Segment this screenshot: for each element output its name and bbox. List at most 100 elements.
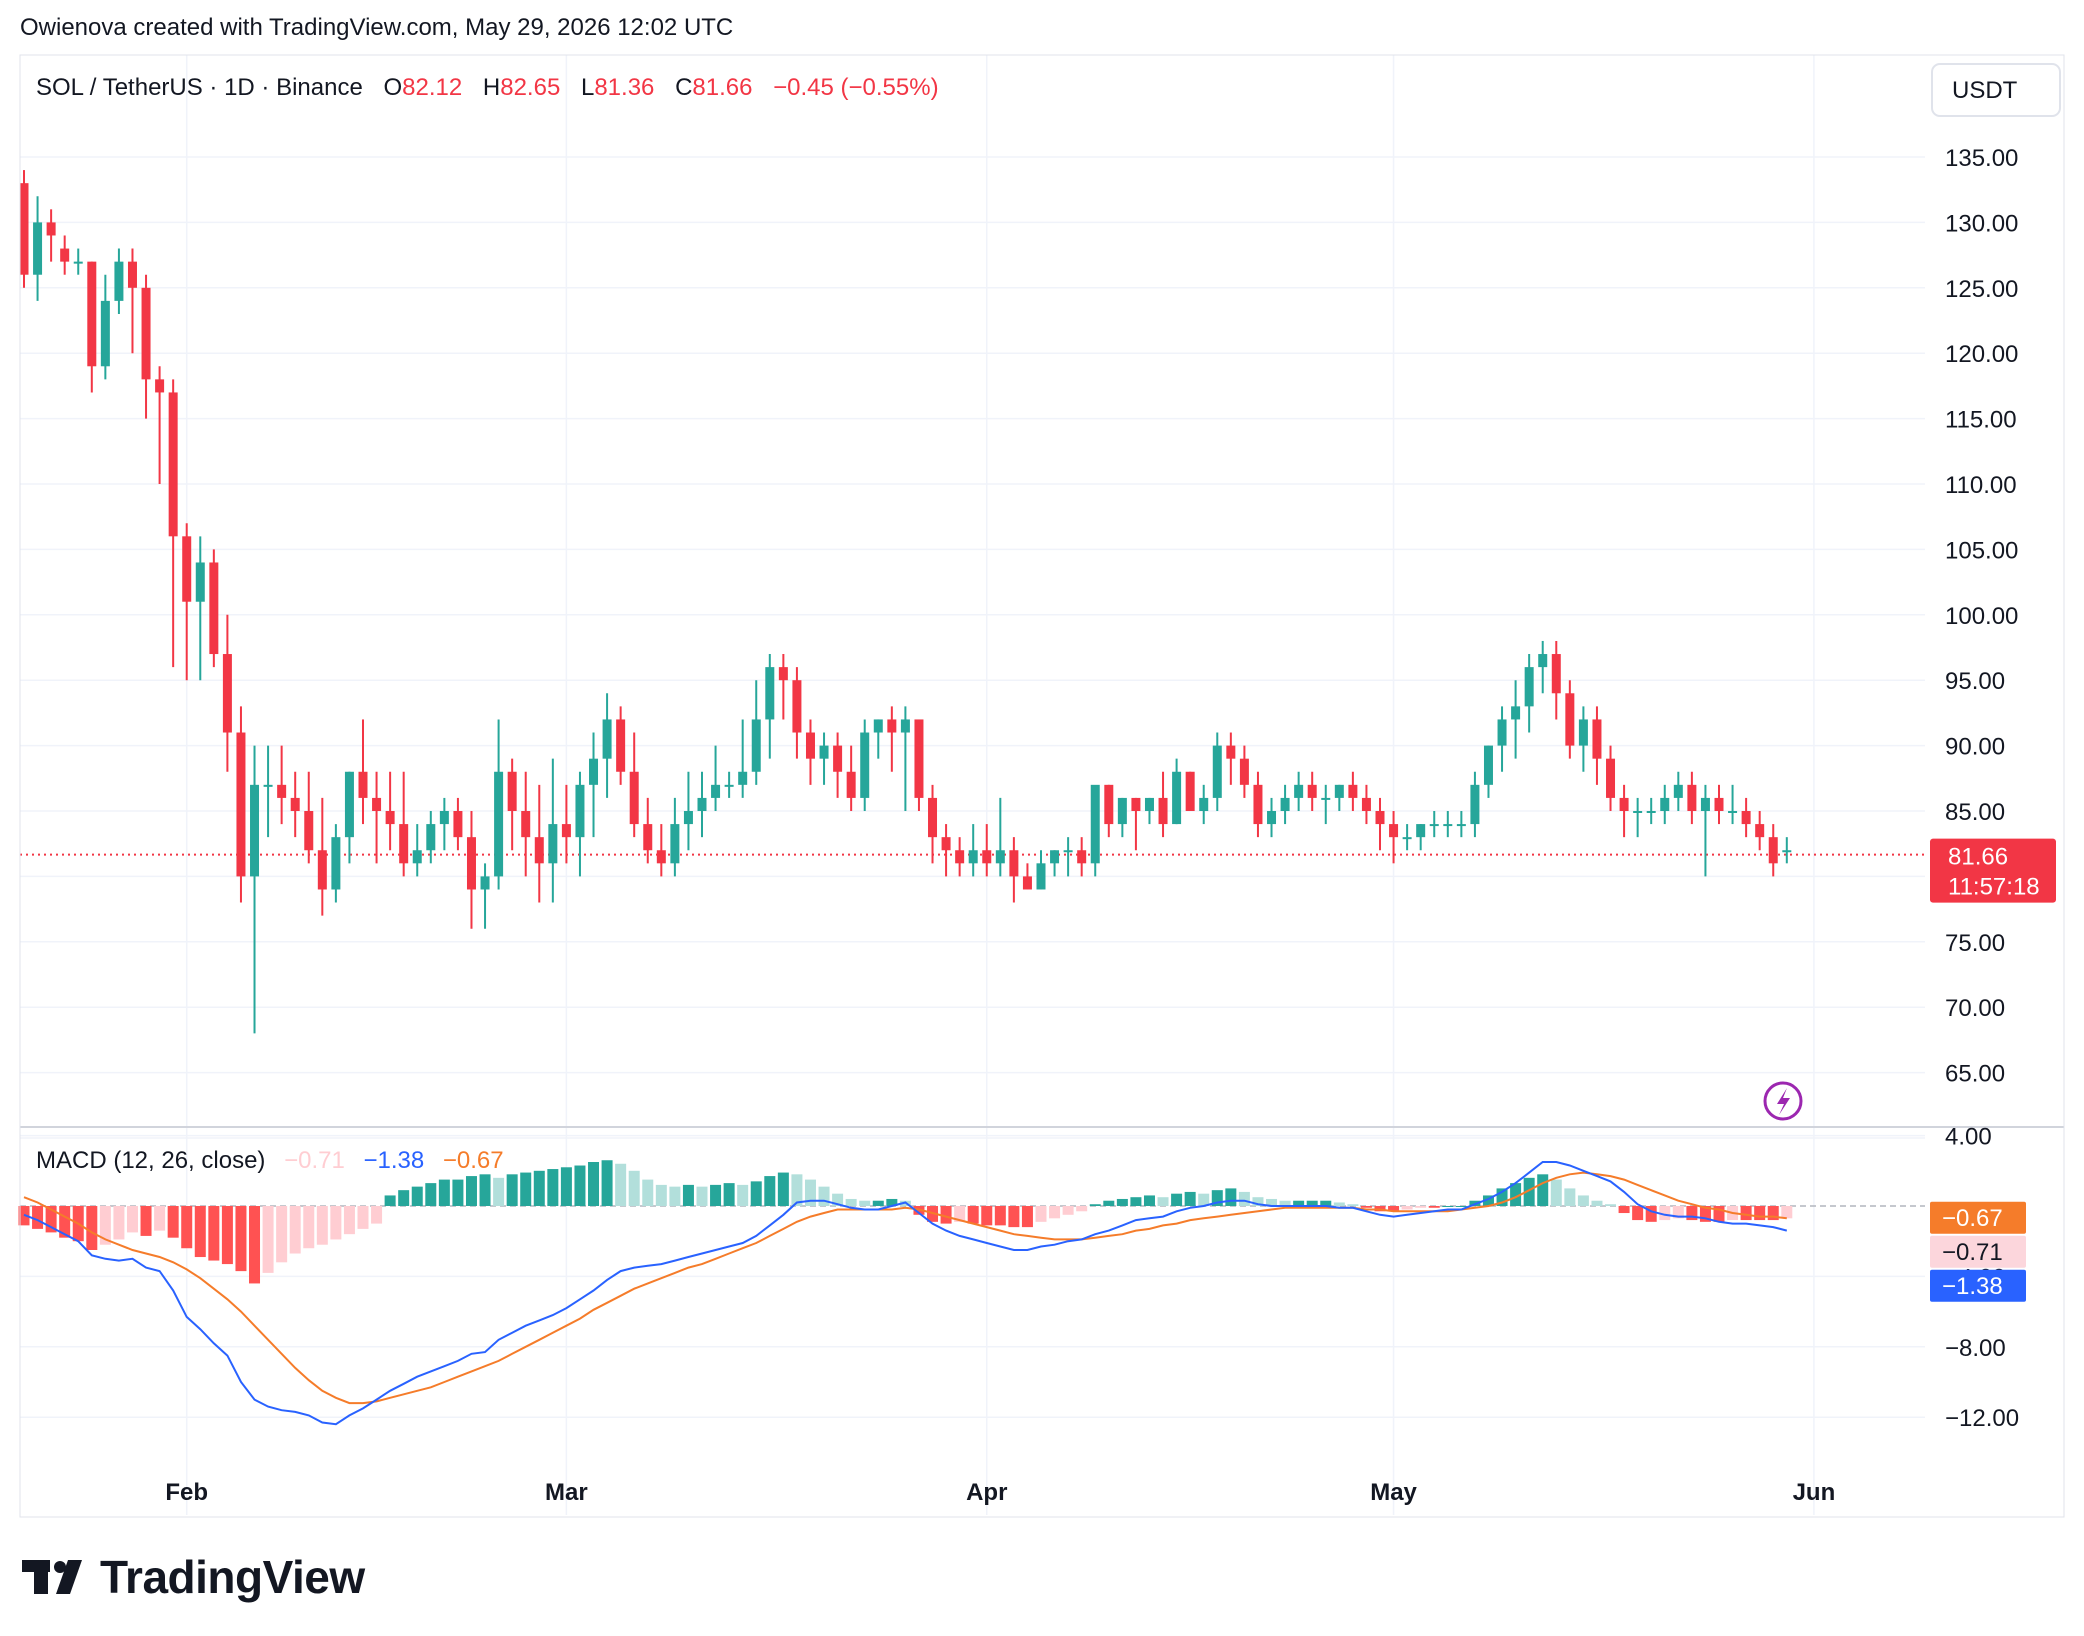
currency-label: USDT — [1952, 77, 2018, 104]
candle-body — [19, 183, 29, 275]
macd-hist-bar — [167, 1206, 179, 1238]
macd-hist-bar — [221, 1206, 233, 1265]
candle-body — [1551, 654, 1561, 694]
macd-hist-bar — [723, 1183, 735, 1206]
macd-axis[interactable]: 4.00−4.00−8.00−12.00−0.67−0.71−1.38 — [1930, 1124, 2026, 1433]
macd-line-value: −1.38 — [363, 1147, 424, 1174]
price-tick-label: 130.00 — [1945, 210, 2018, 237]
candle-body — [833, 745, 843, 772]
candle-body — [778, 667, 788, 681]
legend-open-label: O — [383, 74, 402, 101]
legend-high-label: H — [483, 74, 500, 101]
candle-body — [860, 732, 870, 798]
macd-hist-bar — [99, 1206, 111, 1245]
macd-hist-bar — [465, 1176, 477, 1206]
candle-body — [141, 287, 151, 380]
price-pane[interactable] — [19, 170, 1926, 1034]
macd-hist-bar — [1388, 1206, 1400, 1212]
macd-hist-bar — [32, 1206, 44, 1229]
candle-body — [589, 758, 599, 785]
candle-body — [372, 797, 382, 811]
time-tick-label: Feb — [165, 1479, 208, 1506]
macd-hist-bar — [1537, 1174, 1549, 1206]
candle-body — [1063, 850, 1073, 853]
replay-lightning-icon[interactable] — [1763, 1081, 1803, 1121]
candle-body — [480, 876, 490, 890]
tradingview-logo[interactable]: TradingView — [22, 1550, 365, 1604]
time-axis[interactable]: Feb Mar Apr May Jun — [165, 1479, 1835, 1506]
macd-hist-bar — [710, 1184, 722, 1206]
macd-hist-bar — [940, 1206, 952, 1224]
macd-hist-bar — [1672, 1206, 1684, 1219]
macd-hist-bar — [343, 1206, 355, 1235]
macd-hist-bar — [967, 1206, 979, 1224]
candle-body — [358, 771, 368, 798]
macd-hist-bar — [208, 1206, 220, 1261]
candle-body — [1050, 850, 1060, 864]
macd-hist-bar — [1442, 1206, 1454, 1207]
candle-body — [331, 837, 341, 890]
candle-body — [1009, 850, 1019, 877]
candle-body — [561, 824, 571, 838]
legend-high-value: 82.65 — [500, 74, 560, 101]
price-tick-label: 125.00 — [1945, 276, 2018, 303]
macd-hist-bar — [1089, 1204, 1101, 1206]
macd-hist-bar — [371, 1206, 383, 1224]
candle-body — [263, 784, 273, 787]
candle-body — [1511, 706, 1521, 720]
macd-hist-bar — [574, 1165, 586, 1206]
macd-hist-bar — [398, 1190, 410, 1206]
macd-hist-bar — [1713, 1206, 1725, 1222]
candle-body — [629, 771, 639, 825]
signal-line — [23, 1171, 1787, 1405]
candle-body — [1700, 797, 1710, 811]
candle-body — [1104, 784, 1114, 825]
currency-button[interactable]: USDT — [1931, 63, 2061, 117]
candle-body — [1280, 797, 1290, 811]
candle-body — [548, 824, 558, 864]
macd-hist-bar — [262, 1206, 274, 1273]
candle-body — [46, 222, 56, 236]
candle-body — [873, 719, 883, 733]
candle-body — [1294, 784, 1304, 798]
grid-lines — [20, 55, 1925, 1515]
macd-badge-label: −0.67 — [1942, 1205, 2003, 1232]
candle-body — [1267, 811, 1277, 825]
price-tick-label: 85.00 — [1945, 799, 2005, 826]
macd-hist-bar — [1347, 1204, 1359, 1206]
macd-hist-bar — [1035, 1206, 1047, 1222]
candle-body — [887, 719, 897, 733]
candle-body — [1619, 797, 1629, 811]
candle-body — [1239, 758, 1249, 785]
candle-body — [1578, 719, 1588, 746]
price-tick-label: 115.00 — [1945, 407, 2017, 434]
price-tick-label: 75.00 — [1945, 930, 2005, 957]
macd-hist-bar — [1740, 1206, 1752, 1221]
candle-body — [1728, 811, 1738, 813]
macd-hist-bar — [1266, 1198, 1278, 1206]
macd-hist-bar — [1428, 1206, 1440, 1208]
macd-hist-bar — [1293, 1200, 1305, 1206]
candle-body — [290, 797, 300, 811]
candle-body — [1253, 784, 1263, 825]
candle-body — [928, 797, 938, 838]
macd-hist-bar — [1062, 1206, 1074, 1215]
macd-hist-bar — [452, 1179, 464, 1206]
macd-hist-bar — [1306, 1200, 1318, 1206]
candle-body — [453, 811, 463, 838]
macd-hist-bar — [560, 1167, 572, 1206]
legend-symbol: SOL / TetherUS · 1D · Binance — [36, 74, 363, 101]
candle-body — [399, 824, 409, 864]
candle-body — [1456, 824, 1466, 827]
price-tick-label: 90.00 — [1945, 734, 2005, 761]
price-axis[interactable]: 135.00 130.00 125.00 120.00 115.00 110.00 105.… — [1930, 145, 2056, 1088]
candle-body — [1714, 797, 1724, 811]
tradingview-logo-icon — [22, 1560, 82, 1594]
macd-tick-label: −12.00 — [1945, 1405, 2019, 1432]
macd-hist-bar — [1238, 1191, 1250, 1206]
macd-hist-bar — [1605, 1204, 1617, 1206]
macd-pane[interactable] — [18, 1160, 1926, 1426]
candle-body — [304, 811, 314, 851]
candle-body — [412, 850, 422, 864]
candle-body — [738, 771, 748, 785]
